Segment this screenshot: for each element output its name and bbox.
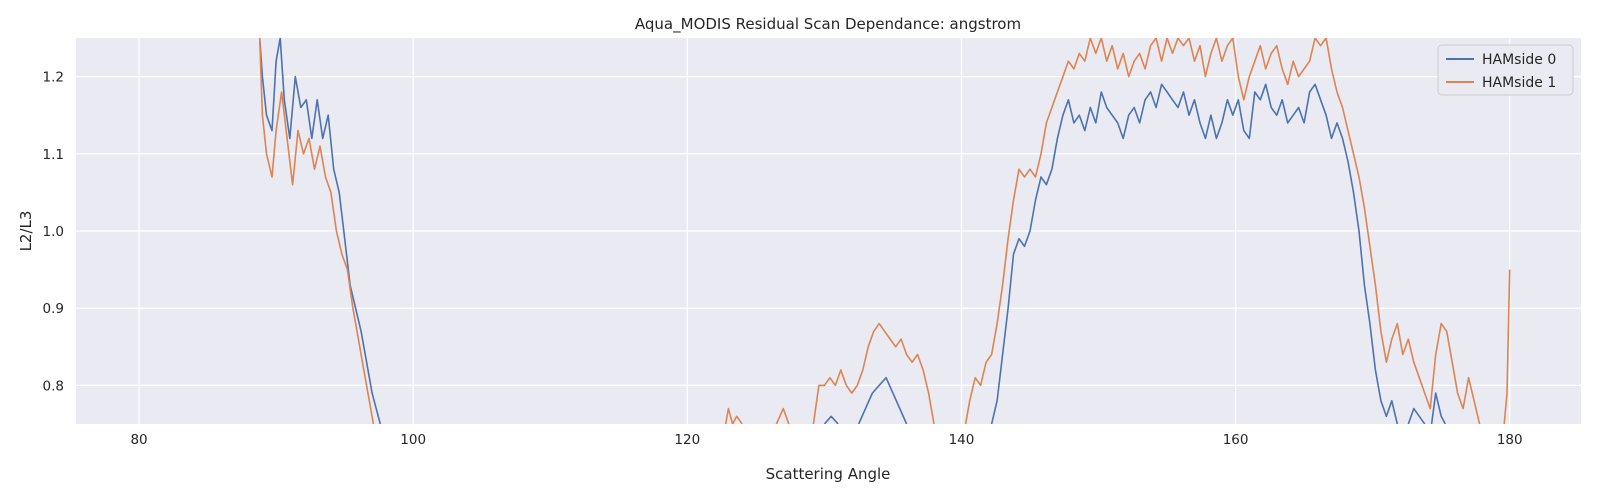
gridlines bbox=[76, 38, 1581, 424]
chart-title: Aqua_MODIS Residual Scan Dependance: ang… bbox=[635, 15, 1021, 34]
legend: HAMside 0 HAMside 1 bbox=[1437, 44, 1574, 96]
x-tick-label: 160 bbox=[1223, 432, 1249, 448]
y-tick-label: 1.1 bbox=[43, 147, 64, 163]
series-line-hamside-0 bbox=[258, 38, 1447, 424]
y-tick-label: 0.9 bbox=[43, 301, 64, 317]
y-tick-label: 0.8 bbox=[43, 378, 64, 394]
legend-label: HAMside 1 bbox=[1482, 75, 1556, 91]
x-axis-label: Scattering Angle bbox=[766, 465, 891, 483]
x-tick-label: 140 bbox=[949, 432, 975, 448]
x-tick-label: 100 bbox=[400, 432, 426, 448]
x-axis-ticks: 80 100 120 140 160 180 bbox=[130, 432, 1522, 448]
y-axis-label: L2/L3 bbox=[17, 211, 35, 252]
legend-label: HAMside 0 bbox=[1482, 52, 1556, 68]
series-line-hamside-1 bbox=[258, 38, 1511, 424]
y-axis-ticks: 0.8 0.9 1.0 1.1 1.2 bbox=[43, 70, 64, 395]
series-layer bbox=[258, 38, 1511, 424]
x-tick-label: 180 bbox=[1497, 432, 1523, 448]
y-tick-label: 1.0 bbox=[43, 224, 64, 240]
x-tick-label: 80 bbox=[130, 432, 147, 448]
y-tick-label: 1.2 bbox=[43, 70, 64, 86]
x-tick-label: 120 bbox=[674, 432, 700, 448]
